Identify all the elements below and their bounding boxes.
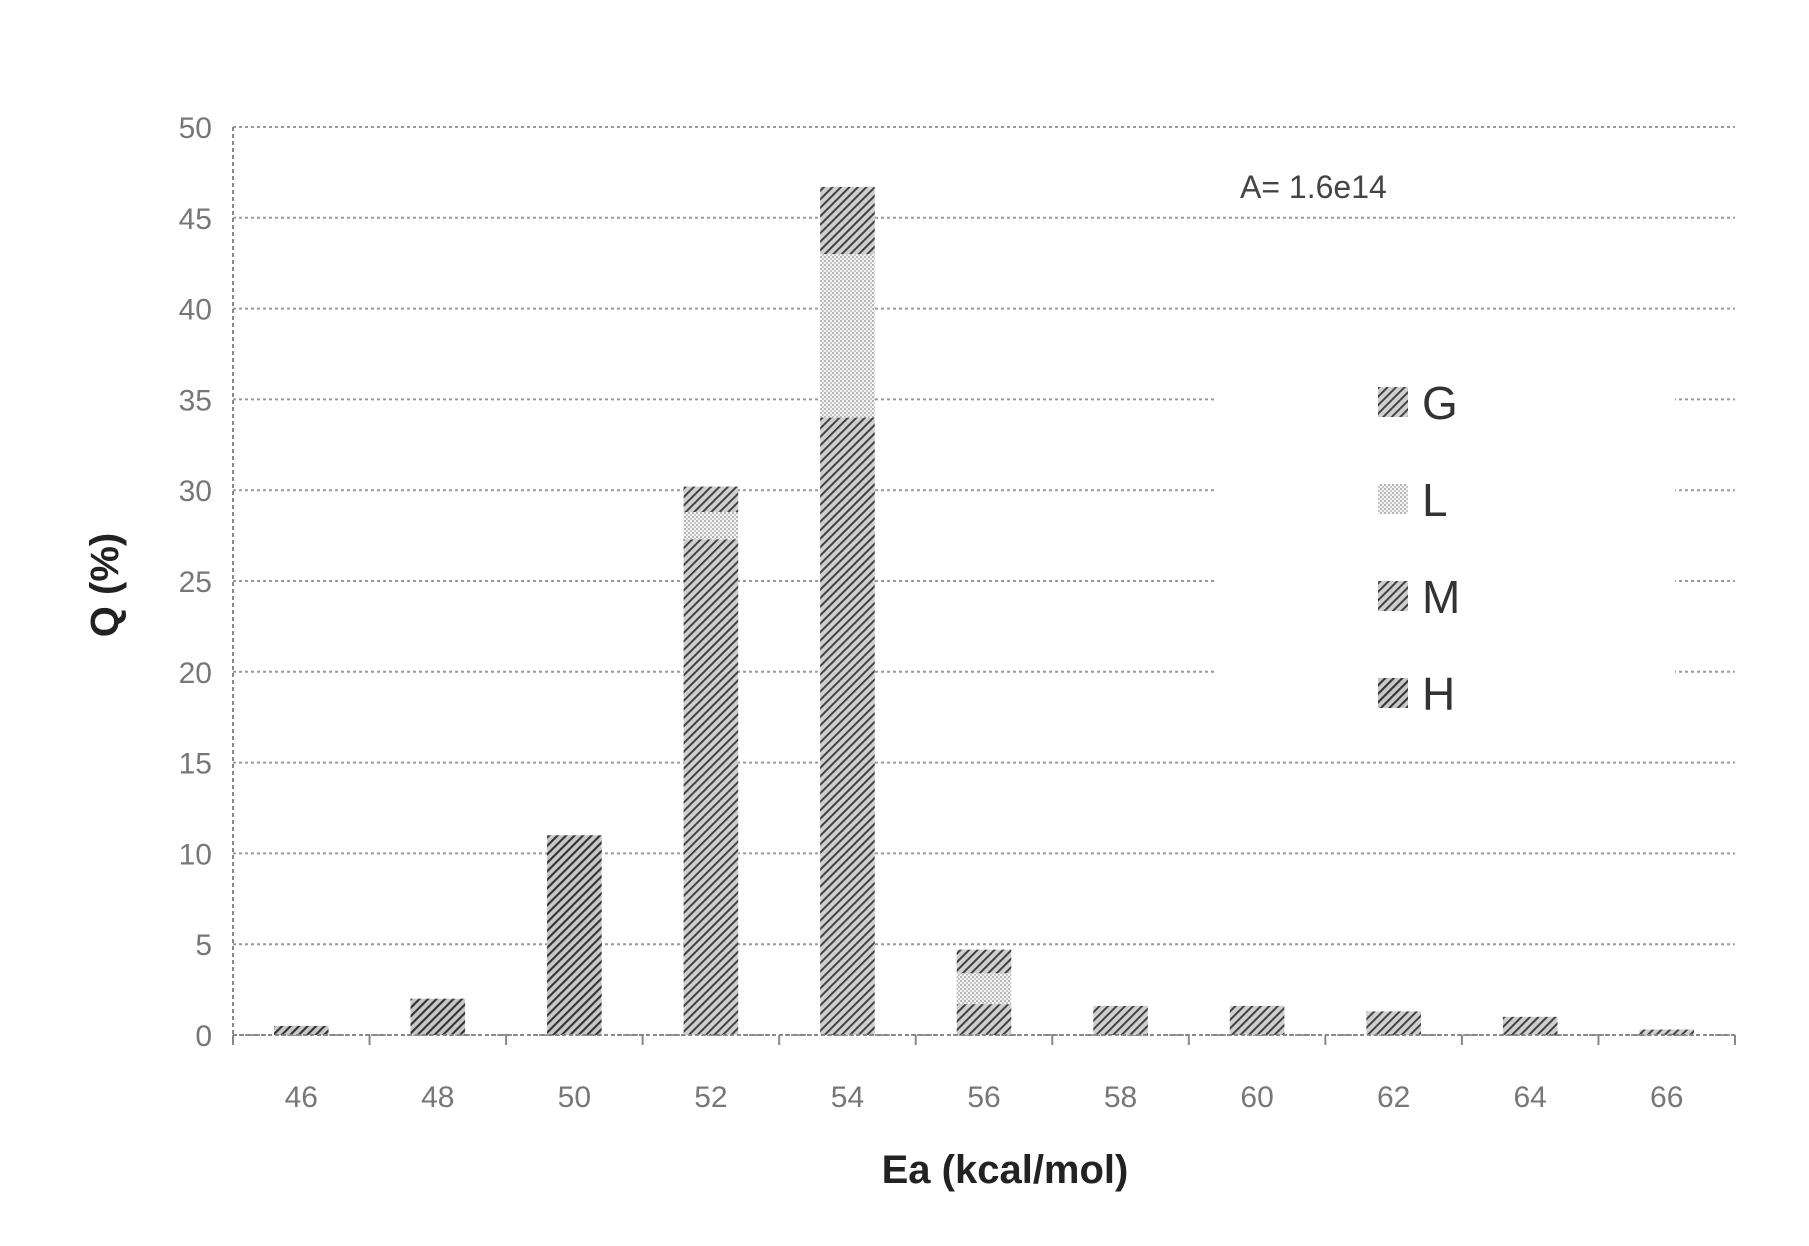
- x-axis-title: Ea (kcal/mol): [882, 1148, 1129, 1192]
- bar-M-66: [1639, 1029, 1695, 1035]
- bar-M-52: [683, 539, 739, 1035]
- bar-M-64: [1502, 1016, 1558, 1035]
- x-tick-label-50: 50: [558, 1081, 591, 1114]
- y-tick-label-20: 20: [179, 657, 212, 690]
- y-tick-label-10: 10: [179, 838, 212, 871]
- y-tick-label-45: 45: [179, 203, 212, 236]
- x-tick-label-56: 56: [967, 1081, 1000, 1114]
- bar-M-62: [1366, 1011, 1421, 1035]
- x-tick-label-62: 62: [1377, 1081, 1410, 1114]
- y-tick-label-50: 50: [179, 112, 212, 145]
- annotation-label: A= 1.6e14: [1240, 169, 1387, 205]
- legend-label-G: G: [1422, 377, 1458, 429]
- legend-background: [1215, 370, 1675, 730]
- y-tick-label-35: 35: [179, 384, 212, 417]
- y-tick-label-40: 40: [179, 294, 212, 327]
- legend-swatch-M: [1378, 581, 1408, 611]
- bar-G-54: [820, 186, 875, 255]
- bar-H-50: [547, 835, 602, 1035]
- legend-swatch-G: [1378, 387, 1408, 417]
- x-tick-label-46: 46: [285, 1081, 318, 1114]
- y-tick-label-5: 5: [195, 929, 212, 962]
- x-tick-label-54: 54: [831, 1081, 864, 1114]
- bar-M-60: [1229, 1005, 1285, 1035]
- legend-swatch-L: [1378, 484, 1408, 514]
- bars: [273, 186, 1695, 1035]
- y-tick-label-15: 15: [179, 748, 212, 781]
- y-tick-label-30: 30: [179, 475, 212, 508]
- y-tick-label-25: 25: [179, 566, 212, 599]
- bar-M-58: [1093, 1005, 1148, 1035]
- y-tick-labels: 0 5 10 15 20 25 30 35 40 45 50: [179, 112, 212, 1053]
- legend-label-M: M: [1422, 571, 1460, 623]
- legend-swatch-H: [1378, 678, 1408, 708]
- x-tick-label-60: 60: [1240, 1081, 1273, 1114]
- bar-L-54: [820, 254, 875, 418]
- legend-label-L: L: [1422, 474, 1448, 526]
- bar-M-56: [956, 1004, 1012, 1035]
- x-tick-label-66: 66: [1650, 1081, 1683, 1114]
- bar-M-54: [820, 417, 875, 1035]
- bar-G-52: [683, 486, 739, 512]
- x-tick-label-58: 58: [1104, 1081, 1137, 1114]
- x-tick-label-64: 64: [1513, 1081, 1546, 1114]
- y-tick-label-0: 0: [195, 1020, 212, 1053]
- axes: [232, 127, 1736, 1045]
- x-tick-label-52: 52: [694, 1081, 727, 1114]
- legend-label-H: H: [1422, 668, 1455, 720]
- y-axis-title: Q (%): [83, 533, 127, 637]
- x-tick-labels: 46 48 50 52 54 56 58 60 62 64 66: [285, 1081, 1684, 1114]
- bar-H-46: [273, 1025, 329, 1035]
- x-tick-label-48: 48: [421, 1081, 454, 1114]
- bar-H-48: [410, 998, 466, 1035]
- bar-L-56: [956, 973, 1012, 1005]
- bar-L-52: [683, 511, 739, 540]
- bar-G-56: [956, 949, 1012, 974]
